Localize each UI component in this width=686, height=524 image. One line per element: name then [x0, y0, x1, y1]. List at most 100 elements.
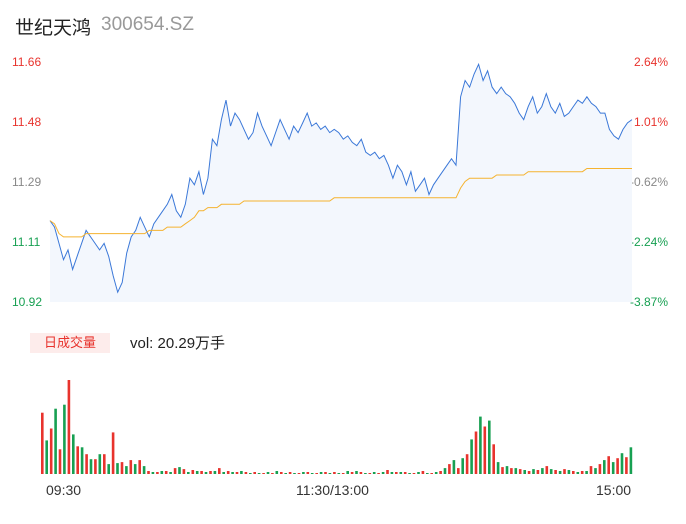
- volume-bar: [567, 470, 571, 474]
- volume-bar: [563, 469, 566, 474]
- volume-bar: [598, 464, 602, 474]
- volume-bar: [545, 466, 549, 474]
- volume-bar: [116, 463, 119, 474]
- y-tick-right-3: -2.24%: [629, 235, 668, 249]
- volume-bar: [271, 473, 274, 474]
- volume-bar: [364, 473, 367, 474]
- volume-bar: [244, 472, 248, 474]
- volume-bar: [195, 471, 199, 474]
- volume-bar: [465, 454, 469, 474]
- volume-bar: [235, 472, 239, 474]
- volume-bar: [257, 473, 261, 474]
- volume-bar: [107, 464, 110, 474]
- volume-bar: [98, 454, 102, 474]
- volume-bar: [164, 471, 168, 474]
- volume-bar: [333, 472, 336, 474]
- volume-bar: [434, 472, 438, 474]
- volume-bar: [412, 473, 416, 474]
- y-tick-left-0: 11.66: [12, 55, 42, 69]
- volume-bar: [226, 471, 230, 474]
- volume-bar: [151, 472, 155, 474]
- volume-bar: [541, 468, 544, 474]
- volume-bar: [218, 468, 221, 474]
- volume-bar: [306, 472, 310, 474]
- volume-bar: [182, 469, 186, 474]
- volume-bar: [421, 471, 425, 474]
- x-tick-mid: 11:30/13:00: [296, 482, 369, 498]
- volume-bar: [359, 472, 363, 474]
- volume-bar: [510, 468, 513, 474]
- volume-bar: [129, 460, 133, 474]
- price-area: [50, 64, 632, 302]
- volume-bar: [111, 432, 115, 474]
- y-tick-right-4: -3.87%: [629, 295, 668, 309]
- volume-bar: [169, 472, 172, 474]
- volume-bar: [275, 471, 279, 474]
- volume-bar: [549, 469, 553, 474]
- volume-bar: [178, 467, 181, 474]
- volume-bar: [315, 473, 318, 474]
- x-tick-end: 15:00: [596, 482, 632, 498]
- volume-bar: [138, 460, 141, 474]
- y-tick-left-4: 10.92: [12, 295, 43, 309]
- volume-bar: [319, 472, 323, 474]
- volume-bar: [532, 469, 535, 474]
- volume-bar: [386, 470, 389, 474]
- volume-bar: [324, 472, 327, 474]
- volume-bar: [253, 472, 256, 474]
- volume-bar: [580, 471, 584, 474]
- volume-bar: [377, 473, 380, 474]
- volume-bar: [452, 460, 456, 474]
- volume-bar: [625, 457, 628, 474]
- volume-bar: [173, 468, 177, 474]
- volume-bar: [558, 471, 562, 474]
- volume-bar: [594, 468, 597, 474]
- volume-bar: [372, 472, 376, 474]
- volume-bar: [523, 470, 526, 474]
- volume-bar: [527, 471, 531, 474]
- volume-bar: [572, 471, 575, 474]
- volume-bar: [616, 458, 619, 474]
- volume-bar: [346, 471, 349, 474]
- volume-bar: [200, 471, 203, 474]
- volume-bar: [231, 472, 234, 474]
- volume-bar: [142, 466, 146, 474]
- volume-bar: [355, 471, 358, 474]
- volume-bar: [368, 473, 372, 474]
- volume-bar: [474, 431, 478, 474]
- volume-bar: [85, 454, 88, 474]
- volume-bar: [284, 473, 287, 474]
- volume-bar: [430, 473, 433, 474]
- volume-badge: 日成交量: [30, 333, 110, 353]
- volume-bar: [488, 420, 491, 474]
- volume-bar: [479, 416, 482, 474]
- volume-bar: [443, 468, 447, 474]
- volume-bar: [350, 472, 354, 474]
- avg-price-line: [49, 168, 632, 238]
- volume-bar: [94, 459, 97, 474]
- volume-bar: [63, 404, 66, 474]
- volume-bar: [390, 472, 394, 474]
- volume-bar: [103, 454, 106, 474]
- volume-bar: [133, 464, 137, 474]
- volume-bar: [209, 471, 212, 474]
- volume-bar: [120, 462, 124, 474]
- volume-bar: [58, 449, 62, 474]
- volume-bar: [213, 471, 217, 474]
- volume-bar: [620, 453, 624, 474]
- volume-bar: [589, 466, 593, 474]
- volume-bar: [240, 471, 243, 474]
- y-tick-left-1: 11.48: [12, 115, 42, 129]
- volume-bar: [310, 473, 314, 474]
- y-tick-left-2: 11.29: [12, 175, 42, 189]
- volume-bar: [156, 472, 159, 474]
- stock-name: 世纪天鸿: [15, 18, 92, 39]
- volume-bar: [518, 469, 522, 474]
- volume-bar: [41, 412, 44, 474]
- volume-bar: [514, 468, 518, 474]
- volume-bar: [603, 460, 606, 474]
- volume-bar: [89, 459, 93, 474]
- volume-bar: [381, 472, 385, 474]
- volume-bar: [426, 473, 429, 474]
